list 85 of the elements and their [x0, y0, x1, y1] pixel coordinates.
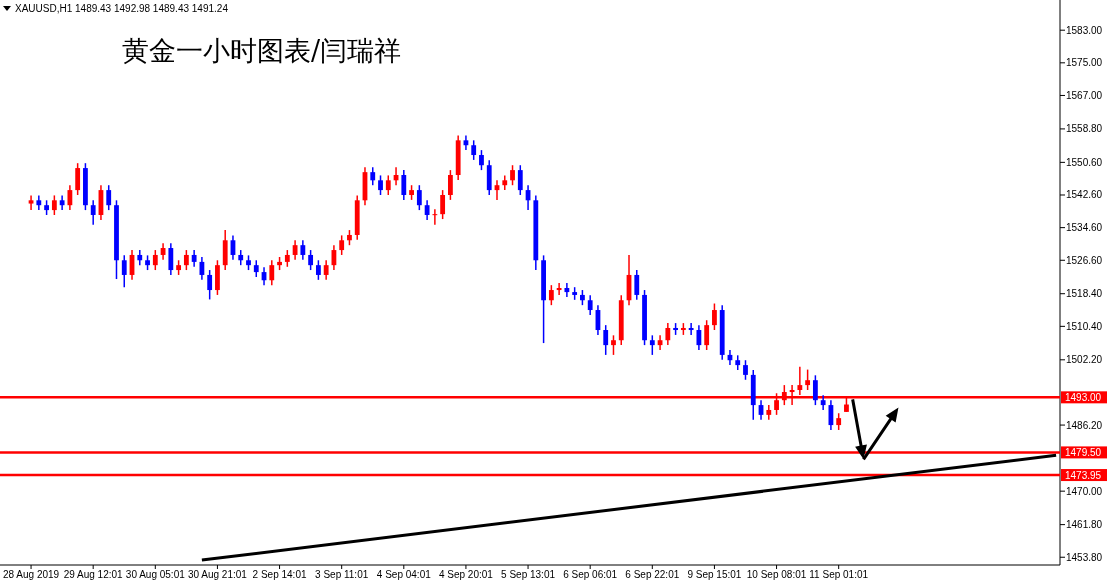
x-tick-label: 10 Sep 08:01	[746, 569, 807, 580]
candlestick	[517, 164, 523, 196]
candlestick	[339, 234, 345, 256]
candlestick	[688, 322, 694, 336]
candlestick	[649, 334, 655, 356]
candlestick	[323, 259, 329, 281]
candlestick	[36, 194, 42, 211]
y-tick-label: 1461.80	[1066, 519, 1103, 531]
candlestick	[378, 174, 383, 196]
y-tick-label: 1453.80	[1066, 551, 1103, 563]
candlestick	[75, 162, 81, 196]
candlestick	[401, 169, 407, 201]
candlestick	[308, 249, 314, 271]
candlestick	[440, 189, 446, 220]
y-tick-label: 1558.80	[1066, 123, 1103, 135]
x-tick-label: 28 Aug 2019	[2, 569, 60, 580]
candlestick	[548, 284, 554, 306]
y-tick-label: 1502.20	[1066, 354, 1103, 366]
x-tick-label: 11 Sep 01:01	[809, 569, 869, 580]
candlestick	[603, 324, 609, 356]
candlestick	[564, 282, 570, 298]
y-tick-label: 1470.00	[1066, 485, 1103, 497]
x-tick-label: 4 Sep 04:01	[376, 569, 432, 580]
y-tick-label: 1534.60	[1066, 222, 1103, 234]
y-tick-label: 1567.00	[1066, 89, 1103, 101]
candlestick	[696, 324, 702, 351]
candlestick	[28, 194, 34, 211]
x-tick-label: 3 Sep 11:01	[315, 569, 369, 580]
x-tick-label: 5 Sep 13:01	[501, 569, 556, 580]
x-tick-label: 9 Sep 15:01	[687, 569, 742, 580]
candlestick	[704, 319, 710, 351]
candlestick	[168, 242, 174, 276]
candlestick	[51, 194, 57, 216]
candlestick	[634, 269, 640, 301]
y-tick-label: 1575.00	[1066, 57, 1103, 69]
candlestick	[199, 256, 205, 281]
candlestick	[385, 174, 391, 196]
x-tick-label: 6 Sep 22:01	[625, 569, 680, 580]
candlestick	[471, 139, 477, 161]
ref-line-label: 1493.00	[1065, 392, 1102, 404]
candlestick	[502, 174, 508, 191]
candlestick	[269, 259, 275, 286]
candlestick	[448, 169, 453, 201]
candlestick	[152, 249, 158, 271]
y-tick-label: 1518.40	[1066, 288, 1103, 300]
ref-line-label: 1479.50	[1065, 447, 1102, 459]
candlestick	[766, 404, 772, 421]
y-tick-label: 1486.20	[1066, 419, 1103, 431]
candlestick	[611, 334, 616, 356]
candlestick	[315, 259, 321, 281]
y-tick-label: 1583.00	[1066, 24, 1103, 36]
candlestick	[207, 269, 213, 301]
candlestick	[587, 294, 593, 316]
y-tick-label: 1542.60	[1066, 189, 1103, 201]
candlestick	[556, 282, 562, 296]
y-tick-label: 1526.60	[1066, 254, 1103, 266]
candlestick	[665, 322, 671, 346]
annotation: XAUUSD,H1 1489.43 1492.98 1489.43 1491.24	[15, 3, 229, 14]
x-tick-label: 30 Aug 21:01	[187, 569, 248, 580]
candlestick	[812, 374, 818, 406]
x-tick-label: 6 Sep 06:01	[563, 569, 618, 580]
candlestick	[510, 164, 515, 186]
candlestick	[416, 184, 422, 211]
candlestick	[479, 149, 484, 171]
candlestick	[59, 194, 65, 211]
candlestick	[121, 254, 127, 288]
candlestick	[424, 199, 430, 221]
x-tick-label: 2 Sep 14:01	[252, 569, 307, 580]
x-tick-label: 30 Aug 05:01	[125, 569, 186, 580]
y-tick-label: 1550.60	[1066, 156, 1103, 168]
candlestick	[300, 239, 306, 261]
text: 黄金一小时图表/闫瑞祥	[122, 35, 402, 66]
y-tick-label: 1510.40	[1066, 320, 1103, 332]
candlestick	[183, 249, 189, 271]
candlestick	[712, 302, 717, 331]
x-tick-label: 4 Sep 20:01	[438, 569, 494, 580]
candlestick	[432, 208, 438, 226]
x-tick-label: 29 Aug 12:01	[63, 569, 124, 580]
candlestick	[67, 184, 73, 211]
candlestick	[743, 359, 748, 381]
ref-line-label: 1473.95	[1065, 470, 1102, 482]
candlestick	[106, 184, 112, 211]
candlestick	[90, 199, 96, 226]
candlestick	[820, 394, 826, 411]
candlestick	[805, 368, 811, 391]
